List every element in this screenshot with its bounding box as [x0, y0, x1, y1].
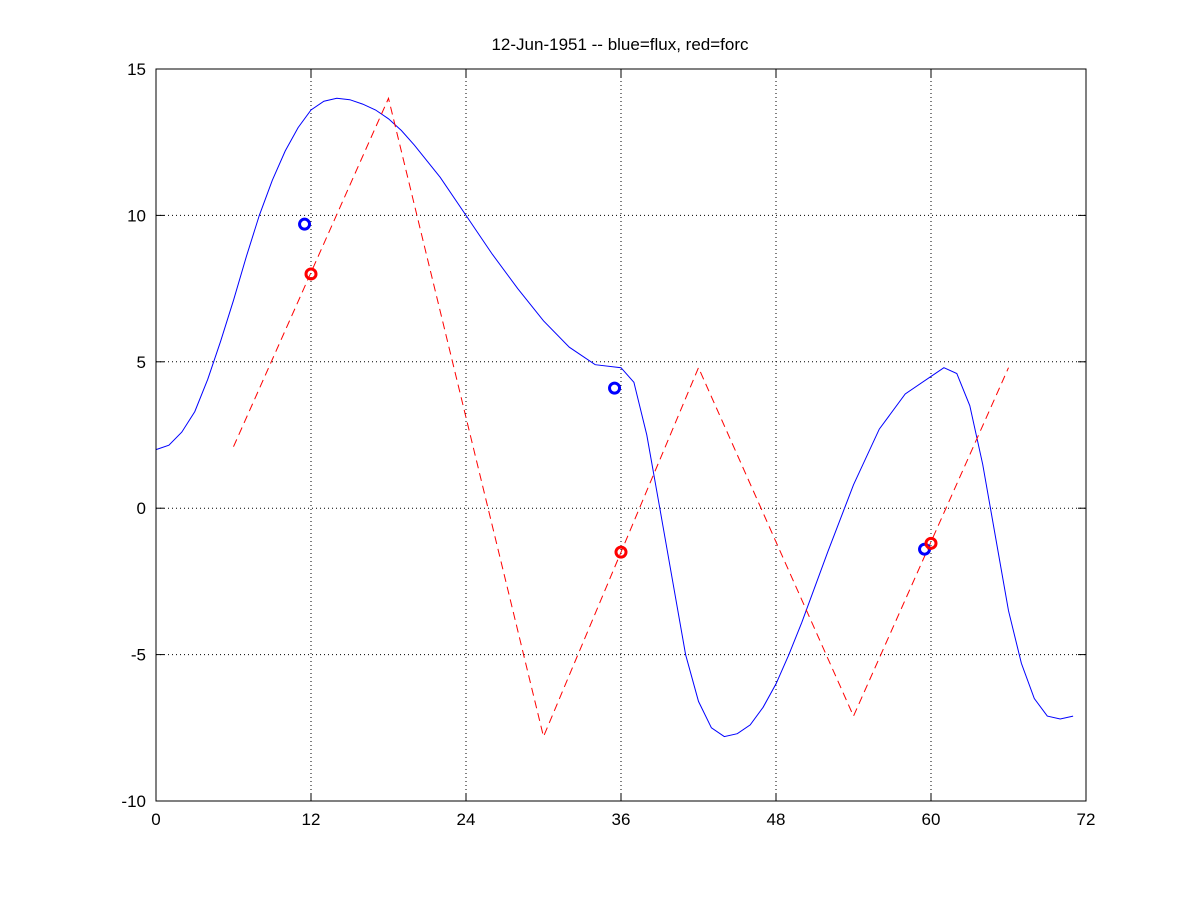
y-tick-label: 10: [127, 206, 146, 225]
grid: [156, 69, 1086, 801]
x-tick-label: 12: [302, 810, 321, 829]
forc-line: [233, 96, 1009, 739]
x-tick-label: 36: [612, 810, 631, 829]
flux-marker: [608, 381, 622, 395]
markers-group: [298, 217, 938, 559]
x-tick-label: 0: [151, 810, 160, 829]
forc-marker: [924, 536, 938, 550]
flux-line: [155, 97, 1074, 738]
flux-marker: [298, 217, 312, 231]
x-tick-label: 72: [1077, 810, 1096, 829]
y-tick-label: 15: [127, 60, 146, 79]
y-tick-label: -5: [131, 646, 146, 665]
series-group: [155, 96, 1074, 739]
y-tick-label: -10: [121, 792, 146, 811]
chart-title: 12-Jun-1951 -- blue=flux, red=forc: [491, 35, 749, 54]
y-tick-label: 5: [137, 353, 146, 372]
x-tick-label: 60: [922, 810, 941, 829]
ticks: 0 12 24 36 48 60 72 -10 -5 0 5 10 15: [121, 60, 1095, 829]
x-tick-label: 48: [767, 810, 786, 829]
x-tick-label: 24: [457, 810, 476, 829]
forc-marker: [614, 545, 628, 559]
forc-marker: [304, 267, 318, 281]
y-tick-label: 0: [137, 499, 146, 518]
